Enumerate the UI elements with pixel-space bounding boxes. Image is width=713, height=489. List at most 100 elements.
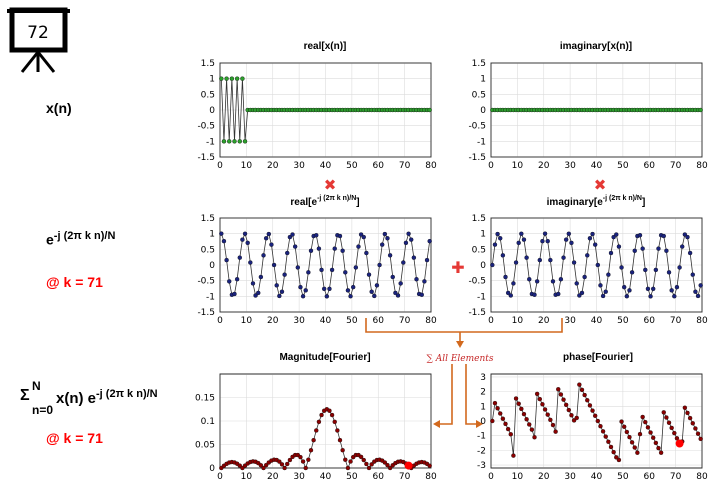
data-point [306, 270, 311, 275]
data-point [661, 410, 666, 415]
data-point [595, 262, 601, 268]
x-tick-label: 10 [241, 161, 253, 171]
data-point [343, 457, 348, 462]
data-point [672, 294, 677, 299]
data-point [337, 233, 343, 239]
data-point [245, 240, 250, 246]
y-tick-label: -2 [477, 446, 486, 456]
x-tick-label: 40 [320, 161, 332, 171]
data-point [358, 454, 364, 460]
plot-title-mag: Magnitude[Fourier] [279, 352, 370, 363]
data-point [687, 415, 693, 421]
data-point [698, 107, 703, 113]
data-point [516, 401, 521, 406]
data-point [592, 242, 598, 247]
plot-phase: 0 10 20 30 40 50 60 70 80 -3 -2 -1 0 1 2 3 [477, 373, 708, 482]
data-point [505, 426, 511, 432]
data-point [550, 279, 556, 284]
data-point [503, 274, 508, 280]
y-tick-label: -1 [206, 137, 215, 147]
data-point [316, 419, 322, 425]
x-tick-label: 20 [267, 472, 279, 482]
x-tick-label: 0 [488, 161, 494, 171]
data-point [637, 233, 643, 238]
data-point [337, 437, 343, 443]
data-point [600, 293, 606, 299]
data-point [240, 237, 245, 242]
data-point [232, 139, 237, 144]
data-point [590, 408, 595, 413]
data-point [677, 265, 682, 270]
data-point [614, 455, 619, 460]
data-point [534, 391, 540, 397]
data-point [608, 250, 614, 256]
x-tick-label: 70 [399, 161, 411, 171]
data-point [350, 284, 356, 290]
data-point [219, 76, 224, 81]
data-point [390, 274, 395, 280]
data-point [540, 402, 545, 407]
x-tick-label: 70 [670, 472, 682, 482]
y-tick-label: 1 [480, 75, 486, 85]
data-point [643, 267, 648, 273]
data-point [372, 293, 377, 299]
data-point [263, 462, 269, 468]
data-point [424, 257, 430, 263]
data-point [661, 233, 666, 239]
data-point [411, 255, 417, 260]
data-point [621, 284, 627, 290]
x-tick-label: 0 [217, 472, 223, 482]
highlight-point-k71 [404, 461, 413, 470]
data-point [311, 437, 316, 443]
data-point [287, 457, 293, 463]
data-point [516, 240, 521, 246]
data-point [643, 419, 648, 425]
data-point [366, 465, 372, 471]
data-point [558, 392, 564, 397]
data-point [274, 283, 279, 288]
x-tick-label: 50 [617, 472, 629, 482]
data-point [314, 428, 319, 433]
x-tick-label: 70 [399, 472, 411, 482]
data-point [500, 253, 506, 258]
data-point [579, 387, 585, 393]
data-point [582, 274, 587, 280]
x-tick-label: 0 [217, 161, 223, 171]
data-point [490, 418, 495, 424]
y-tick-label: 0 [209, 464, 215, 474]
data-point [577, 382, 582, 387]
data-point [648, 294, 653, 299]
data-point [698, 436, 703, 442]
data-point [232, 291, 237, 297]
plot-real_x: 0 10 20 30 40 50 60 70 80 -1.5 -1 -0.5 0 0.5 1 1.5 [197, 59, 437, 171]
data-point [548, 257, 553, 263]
data-point [611, 449, 616, 455]
x-tick-label: 20 [538, 316, 550, 326]
sum-arrows [365, 318, 563, 428]
y-tick-label: 1 [480, 402, 486, 412]
y-tick-label: 0 [480, 261, 486, 271]
plot-imag_e: 0 10 20 30 40 50 60 70 80 -1.5 -1 -0.5 0 0.5 1 1.5 [468, 214, 708, 326]
plot-real_e: 0 10 20 30 40 50 60 70 80 -1.5 -1 -0.5 0 0.5 1 1.5 [197, 214, 437, 326]
data-point [574, 281, 579, 286]
data-point [427, 238, 432, 244]
data-point [279, 289, 285, 294]
x-tick-label: 70 [670, 316, 682, 326]
x-tick-label: 40 [591, 161, 603, 171]
data-point [237, 255, 242, 260]
data-point [277, 459, 282, 464]
x-tick-label: 0 [488, 472, 494, 482]
y-tick-label: 0.15 [195, 394, 215, 404]
data-point [369, 289, 374, 294]
data-point [579, 290, 585, 296]
plot-mag: 0 10 20 30 40 50 60 70 80 0 0.05 0.1 0.15 [195, 373, 437, 482]
data-point [664, 415, 669, 420]
data-point [229, 76, 235, 81]
data-point [653, 440, 659, 446]
y-tick-label: -1 [477, 432, 486, 442]
data-point [695, 293, 701, 299]
data-point [369, 462, 374, 467]
data-point [261, 465, 266, 471]
data-point [532, 435, 537, 440]
data-point [521, 237, 527, 242]
